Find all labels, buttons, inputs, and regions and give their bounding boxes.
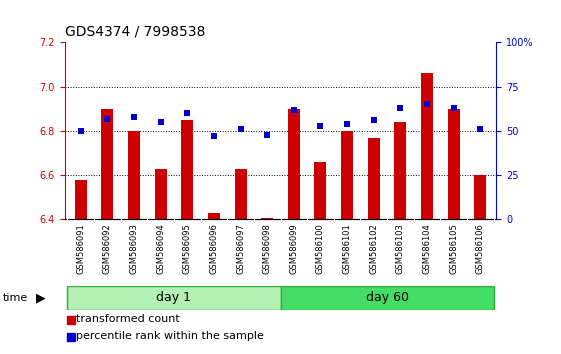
Point bbox=[422, 102, 431, 107]
Text: ▶: ▶ bbox=[36, 291, 46, 304]
Point bbox=[156, 119, 165, 125]
Text: GSM586093: GSM586093 bbox=[130, 223, 139, 274]
Text: GSM586096: GSM586096 bbox=[209, 223, 218, 274]
Point bbox=[476, 126, 485, 132]
Text: GSM586097: GSM586097 bbox=[236, 223, 245, 274]
Text: GSM586106: GSM586106 bbox=[476, 223, 485, 274]
Point bbox=[103, 116, 112, 121]
Point bbox=[209, 133, 218, 139]
Bar bbox=[154, 169, 167, 219]
Point bbox=[316, 123, 325, 129]
Point bbox=[183, 110, 192, 116]
Text: day 1: day 1 bbox=[157, 291, 191, 304]
Point bbox=[369, 118, 378, 123]
Point bbox=[343, 121, 352, 127]
Text: transformed count: transformed count bbox=[76, 314, 180, 324]
Text: time: time bbox=[3, 293, 28, 303]
Bar bbox=[288, 109, 300, 219]
Bar bbox=[341, 131, 353, 219]
Bar bbox=[475, 175, 486, 219]
Text: GSM586092: GSM586092 bbox=[103, 223, 112, 274]
Text: GSM586098: GSM586098 bbox=[263, 223, 272, 274]
Bar bbox=[75, 180, 86, 219]
Point bbox=[76, 128, 85, 134]
Text: day 60: day 60 bbox=[366, 291, 408, 304]
Bar bbox=[421, 74, 433, 219]
Text: GDS4374 / 7998538: GDS4374 / 7998538 bbox=[65, 25, 205, 39]
Bar bbox=[101, 109, 113, 219]
Text: GSM586104: GSM586104 bbox=[422, 223, 431, 274]
Bar bbox=[315, 162, 327, 219]
Bar bbox=[261, 218, 273, 219]
Text: GSM586103: GSM586103 bbox=[396, 223, 405, 274]
Point bbox=[289, 107, 298, 113]
Bar bbox=[280, 286, 494, 310]
Text: GSM586102: GSM586102 bbox=[369, 223, 378, 274]
Bar bbox=[181, 120, 193, 219]
Text: percentile rank within the sample: percentile rank within the sample bbox=[76, 331, 264, 341]
Text: GSM586091: GSM586091 bbox=[76, 223, 85, 274]
Text: GSM586105: GSM586105 bbox=[449, 223, 458, 274]
Bar bbox=[234, 169, 246, 219]
Point bbox=[449, 105, 458, 111]
Bar bbox=[208, 213, 220, 219]
Point bbox=[130, 114, 139, 120]
Bar bbox=[67, 286, 280, 310]
Bar bbox=[67, 316, 75, 324]
Bar bbox=[394, 122, 407, 219]
Text: GSM586094: GSM586094 bbox=[156, 223, 165, 274]
Point bbox=[236, 126, 245, 132]
Bar bbox=[448, 109, 460, 219]
Bar bbox=[67, 333, 75, 341]
Point bbox=[263, 132, 272, 137]
Bar bbox=[368, 138, 380, 219]
Text: GSM586095: GSM586095 bbox=[183, 223, 192, 274]
Text: GSM586099: GSM586099 bbox=[289, 223, 298, 274]
Point bbox=[396, 105, 405, 111]
Text: GSM586101: GSM586101 bbox=[343, 223, 352, 274]
Bar bbox=[128, 131, 140, 219]
Text: GSM586100: GSM586100 bbox=[316, 223, 325, 274]
